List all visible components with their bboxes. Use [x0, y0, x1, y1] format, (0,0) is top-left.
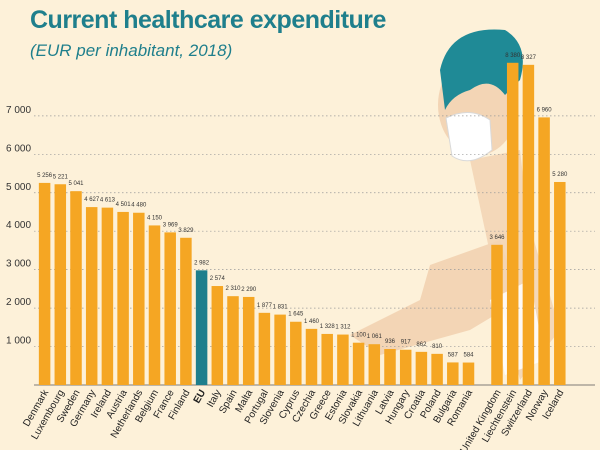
- value-label-united-kingdom: 3 646: [489, 235, 505, 241]
- y-tick-label: 6 000: [6, 143, 31, 154]
- bar-sweden: [70, 191, 82, 385]
- bar-cyprus: [290, 321, 302, 385]
- value-label-denmark: 5 256: [37, 173, 53, 179]
- bar-united-kingdom: [491, 244, 503, 385]
- illustration-mask: [445, 112, 493, 162]
- value-label-cyprus: 1 645: [288, 312, 304, 318]
- bar-latvia: [384, 349, 396, 385]
- value-label-czechia: 1 460: [304, 319, 320, 325]
- bar-finland: [180, 237, 192, 385]
- bar-norway: [538, 117, 550, 385]
- bar-bulgaria: [447, 362, 459, 385]
- bar-malta: [242, 296, 255, 385]
- bar-greece: [321, 333, 333, 385]
- bar-eu: [195, 270, 208, 385]
- illustration-arm: [350, 240, 520, 355]
- value-label-finland: 3 829: [178, 228, 194, 234]
- value-label-liechtenstein: 8 380: [505, 53, 521, 59]
- bar-ireland: [101, 207, 114, 385]
- bar-luxembourg: [54, 184, 67, 385]
- value-label-ireland: 4 613: [100, 198, 116, 204]
- value-label-germany: 4 627: [84, 197, 100, 203]
- value-label-latvia: 936: [385, 339, 396, 345]
- value-label-greece: 1 328: [320, 324, 336, 330]
- value-label-luxembourg: 5 221: [53, 174, 69, 180]
- y-tick-label: 2 000: [6, 297, 31, 308]
- bar-slovenia: [274, 314, 286, 385]
- bar-germany: [85, 207, 98, 385]
- bar-france: [164, 232, 176, 385]
- bar-romania: [462, 362, 475, 385]
- bar-iceland: [554, 181, 566, 385]
- value-label-malta: 2 290: [241, 287, 257, 293]
- y-tick-label: 4 000: [6, 220, 31, 231]
- y-tick-label: 1 000: [6, 336, 31, 347]
- bar-austria: [117, 211, 129, 385]
- value-label-croatia: 862: [416, 342, 427, 348]
- bar-czechia: [305, 328, 318, 385]
- value-label-switzerland: 8 327: [521, 55, 537, 61]
- bar-netherlands: [133, 212, 145, 385]
- bar-poland: [431, 353, 443, 385]
- bar-spain: [227, 296, 239, 385]
- bar-portugal: [258, 312, 271, 385]
- value-label-slovenia: 1 831: [273, 305, 289, 311]
- bar-switzerland: [522, 64, 535, 386]
- chart-subtitle: (EUR per inhabitant, 2018): [30, 41, 233, 60]
- illustration-hair: [440, 29, 523, 110]
- value-label-estonia: 1 312: [335, 325, 351, 331]
- value-label-spain: 2 310: [225, 286, 241, 292]
- value-label-iceland: 5 280: [552, 172, 568, 178]
- bar-slovakia: [352, 342, 365, 385]
- bar-belgium: [148, 225, 161, 385]
- y-tick-label: 3 000: [6, 259, 31, 270]
- bar-italy: [211, 286, 224, 385]
- bar-liechtenstein: [506, 62, 519, 385]
- bar-estonia: [337, 334, 349, 385]
- chart-title: Current healthcare expenditure: [30, 6, 386, 34]
- value-label-austria: 4 501: [116, 202, 132, 208]
- doctor-illustration: [350, 29, 560, 380]
- y-axis-ticks: 1 000 2 000 3 000 4 000 5 000 6 000 7 000: [6, 105, 31, 347]
- y-tick-label: 5 000: [6, 182, 31, 193]
- value-label-norway: 6 960: [537, 107, 553, 113]
- value-label-sweden: 5 041: [68, 181, 84, 187]
- bar-croatia: [415, 351, 428, 385]
- value-label-romania: 584: [463, 353, 474, 359]
- bar-lithuania: [368, 344, 381, 385]
- bars: [38, 62, 566, 386]
- value-label-bulgaria: 587: [448, 352, 459, 358]
- value-label-netherlands: 4 480: [131, 203, 147, 209]
- value-label-france: 3 969: [163, 222, 179, 228]
- value-label-portugal: 1 877: [257, 303, 273, 309]
- value-label-italy: 2 574: [210, 276, 226, 282]
- value-label-belgium: 4 150: [147, 215, 163, 221]
- bar-hungary: [399, 349, 412, 385]
- value-label-hungary: 917: [401, 340, 412, 346]
- y-tick-label: 7 000: [6, 105, 31, 116]
- value-label-slovakia: 1 100: [351, 333, 367, 339]
- value-label-eu: 2 982: [194, 260, 210, 266]
- value-label-lithuania: 1 061: [367, 334, 383, 340]
- bar-denmark: [38, 182, 51, 385]
- x-axis-labels: DenmarkLuxembourgSwedenGermanyIrelandAus…: [21, 387, 566, 450]
- value-label-poland: 810: [432, 344, 443, 350]
